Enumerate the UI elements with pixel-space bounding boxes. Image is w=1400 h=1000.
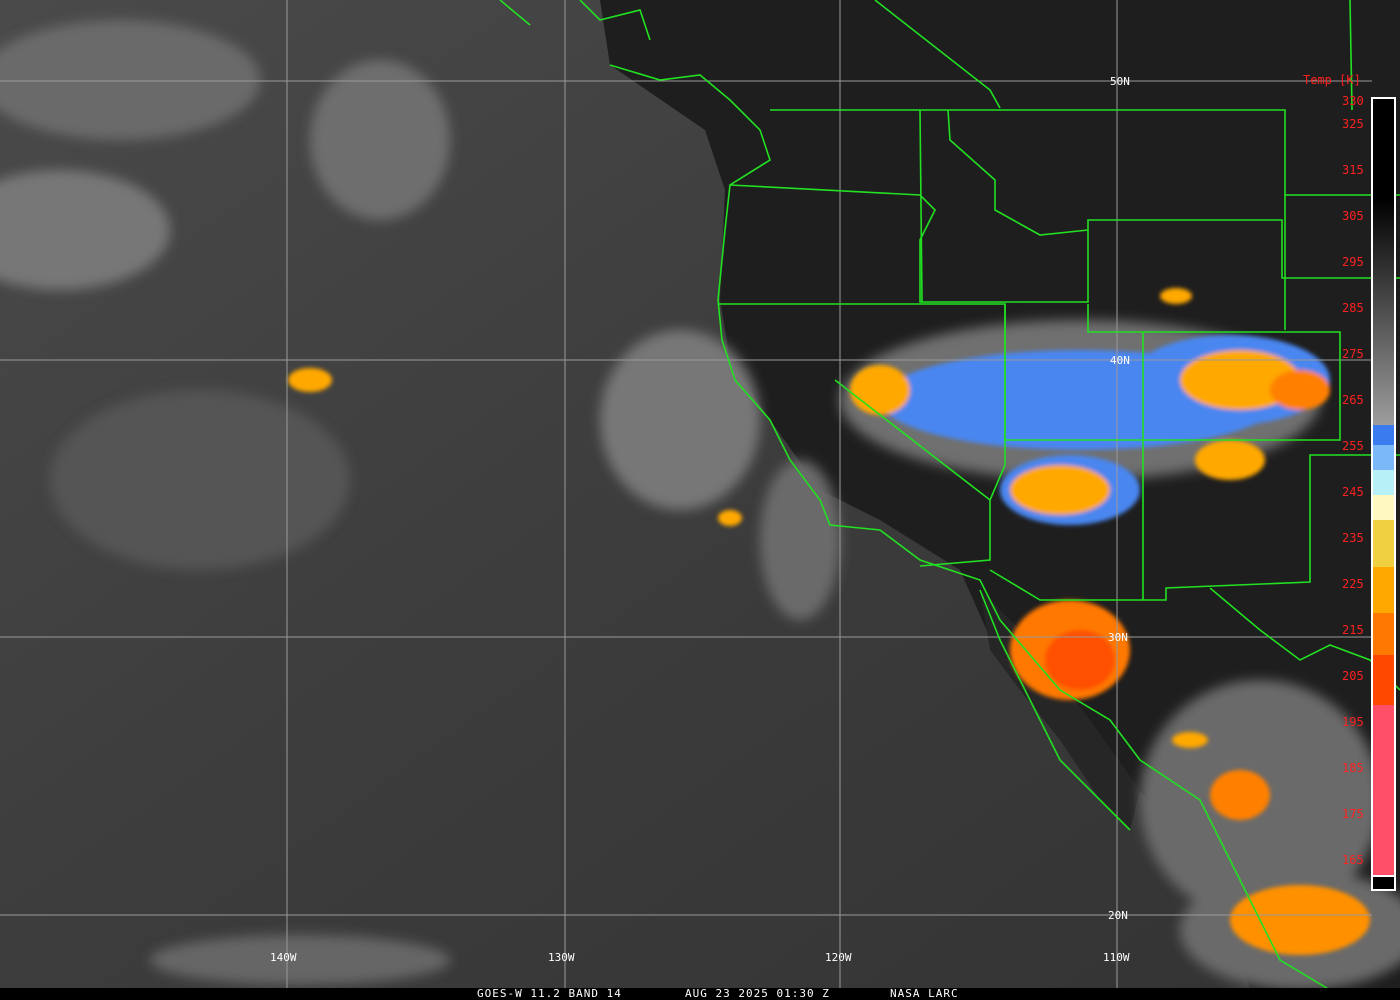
colorbar-segment (1373, 655, 1394, 705)
colorbar-tick-label: 330 (1342, 94, 1364, 108)
colorbar-tick-label: 255 (1342, 439, 1364, 453)
colorbar-tick-label: 235 (1342, 531, 1364, 545)
colorbar-tick-label: 175 (1342, 807, 1364, 821)
colorbar-tick-label: 245 (1342, 485, 1364, 499)
lat-lon-grid (0, 0, 1372, 988)
colorbar-tick-label: 285 (1342, 301, 1364, 315)
colorbar-segment (1373, 495, 1394, 520)
caption-bar: GOES-W 11.2 BAND 14 AUG 23 2025 01:30 Z … (0, 987, 1400, 1000)
lat-label-40n: 40N (1110, 354, 1130, 367)
colorbar-tick-label: 195 (1342, 715, 1364, 729)
clouds-cold-tops (288, 288, 1370, 955)
lat-label-30n: 30N (1108, 631, 1128, 644)
colorbar-tick-label: 305 (1342, 209, 1364, 223)
colorbar-tick-label: 165 (1342, 853, 1364, 867)
lon-label-130w: 130W (548, 951, 575, 964)
colorbar-tick-label: 225 (1342, 577, 1364, 591)
colorbar-tick-label: 275 (1342, 347, 1364, 361)
colorbar-segment (1373, 425, 1394, 445)
colorbar-tick-label: 325 (1342, 117, 1364, 131)
colorbar-segment (1373, 877, 1394, 889)
lon-label-110w: 110W (1103, 951, 1130, 964)
colorbar-segment (1373, 445, 1394, 470)
colorbar-segment (1373, 613, 1394, 655)
colorbar-tick-label: 215 (1342, 623, 1364, 637)
caption-datetime: AUG 23 2025 01:30 Z (685, 987, 830, 1000)
caption-product: GOES-W 11.2 BAND 14 (477, 987, 622, 1000)
colorbar-tick-label: 265 (1342, 393, 1364, 407)
lon-label-120w: 120W (825, 951, 852, 964)
colorbar-segment (1373, 705, 1394, 875)
colorbar-segment (1373, 470, 1394, 495)
caption-credit: NASA LARC (890, 987, 959, 1000)
colorbar: Temp [K] 330 325 315 305 295 285 275 265 255 245 2… (1303, 73, 1396, 891)
colorbar-tick-label: 295 (1342, 255, 1364, 269)
lat-label-50n: 50N (1110, 75, 1130, 88)
borders (499, 0, 1400, 991)
lat-label-20n: 20N (1108, 909, 1128, 922)
colorbar-tick-label: 315 (1342, 163, 1364, 177)
colorbar-segment (1373, 567, 1394, 613)
colorbar-title: Temp [K] (1303, 73, 1361, 87)
colorbar-tick-label: 185 (1342, 761, 1364, 775)
lon-label-140w: 140W (270, 951, 297, 964)
colorbar-tick-label: 205 (1342, 669, 1364, 683)
colorbar-gray-segment (1373, 99, 1394, 429)
colorbar-segment (1373, 520, 1394, 567)
